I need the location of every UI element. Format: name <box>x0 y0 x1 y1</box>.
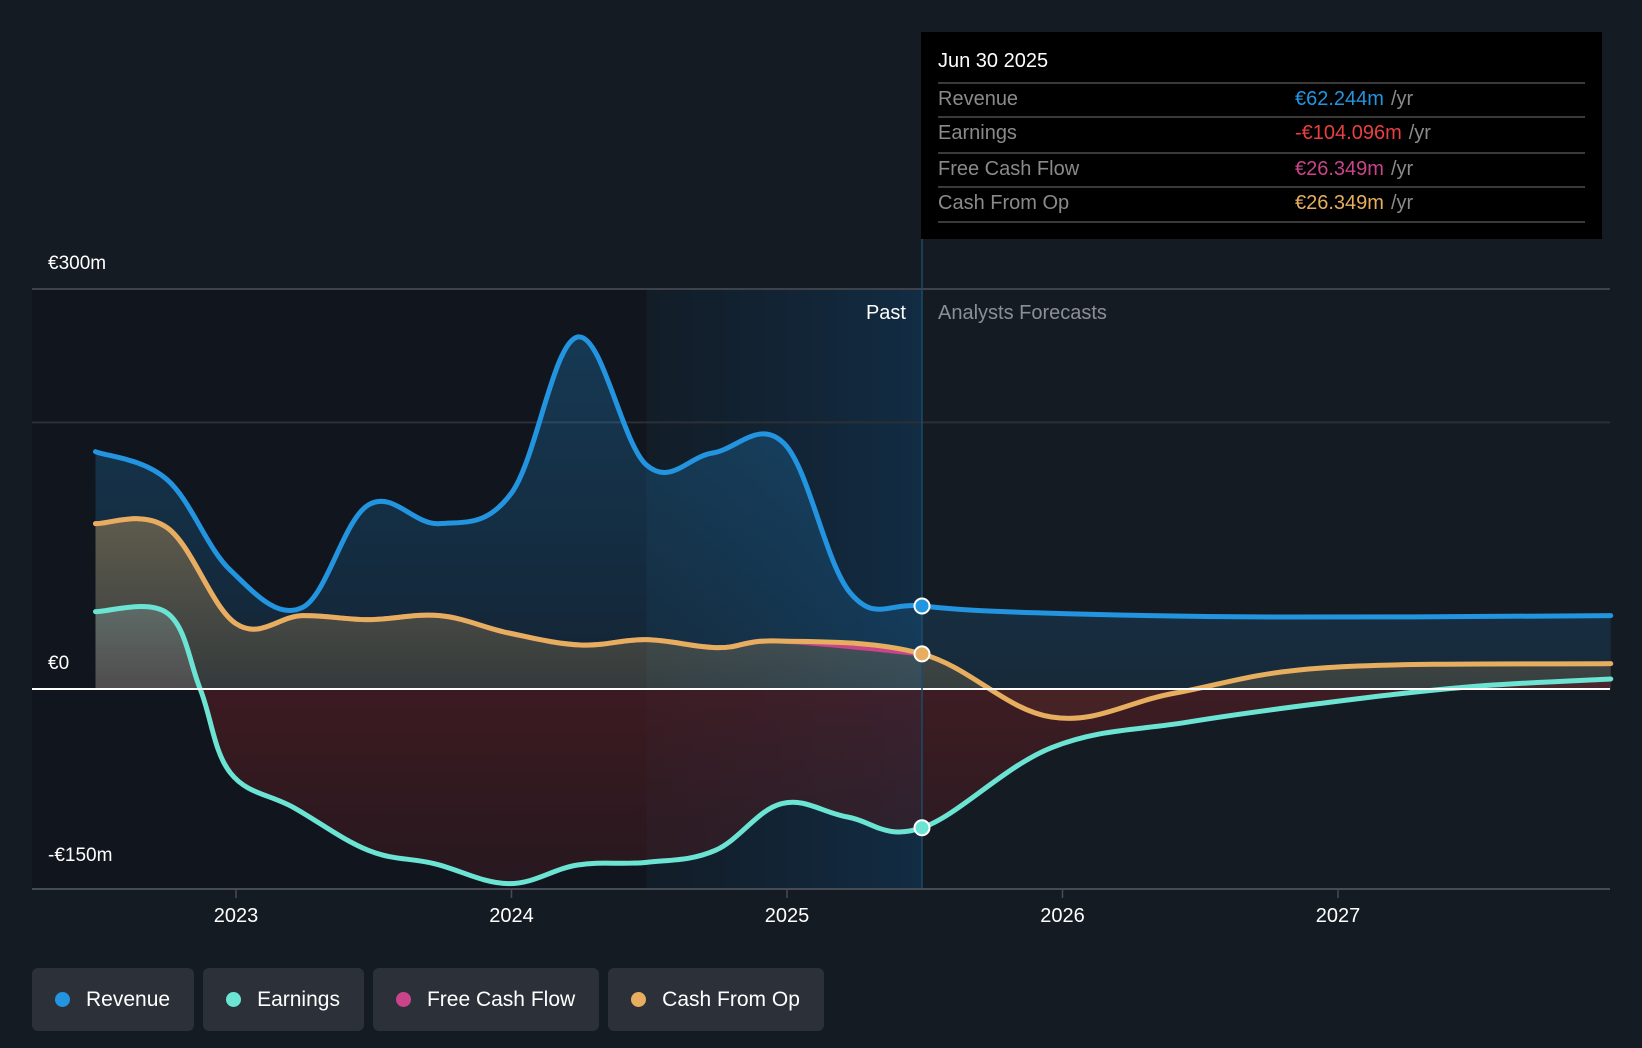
tooltip-unit: /yr <box>1390 158 1414 180</box>
past-label: Past <box>866 302 906 324</box>
revenue-line <box>92 334 1614 620</box>
tooltip-row-free-cash-flow: Free Cash Flow €26.349m/yr <box>938 152 1585 188</box>
legend-label: Earnings <box>257 987 340 1011</box>
earnings-marker <box>913 819 931 837</box>
tooltip-label: Free Cash Flow <box>938 158 1080 180</box>
cash-from-op-line <box>92 516 1614 721</box>
tooltip-row-cash-from-op: Cash From Op €26.349m/yr <box>938 186 1585 222</box>
legend-item-free-cash-flow[interactable]: Free Cash Flow <box>372 968 600 1031</box>
tooltip-value: €62.244m/yr <box>1295 88 1413 111</box>
x-tick-label: 2026 <box>1040 905 1085 927</box>
y-tick-label: €0 <box>48 653 70 674</box>
tooltip-value-text: €26.349m <box>1295 158 1384 180</box>
tooltip-value: €26.349m/yr <box>1295 192 1413 215</box>
tooltip-value-text: -€104.096m <box>1295 122 1402 144</box>
revenue-marker <box>913 597 931 615</box>
tooltip-row-earnings: Earnings -€104.096m/yr <box>938 116 1585 152</box>
earnings-dot-icon <box>226 992 242 1007</box>
legend-item-cash-from-op[interactable]: Cash From Op <box>608 968 824 1031</box>
free-cash-flow-dot-icon <box>395 992 411 1007</box>
x-tick-label: 2024 <box>489 905 534 927</box>
earnings-positive-area <box>95 606 201 689</box>
legend-item-earnings[interactable]: Earnings <box>203 968 364 1031</box>
tooltip-value-text: €26.349m <box>1295 192 1384 214</box>
revenue-area <box>95 336 1611 689</box>
tooltip-label: Cash From Op <box>938 192 1070 214</box>
cash-from-op-marker <box>913 645 931 663</box>
cash-from-op-area <box>95 518 1611 719</box>
x-tick-label: 2027 <box>1316 905 1361 927</box>
revenue-dot-icon <box>55 992 70 1007</box>
tooltip: Jun 30 2025 Revenue €62.244m/yr Earnings… <box>921 32 1602 239</box>
tooltip-unit: /yr <box>1408 122 1431 144</box>
tooltip-row-revenue: Revenue €62.244m/yr <box>938 82 1585 118</box>
x-tick-label: 2023 <box>214 905 259 927</box>
tooltip-label: Revenue <box>938 88 1019 110</box>
tooltip-value-text: €62.244m <box>1295 88 1384 110</box>
cash-from-op-dot-icon <box>631 992 647 1007</box>
tooltip-unit: /yr <box>1390 192 1414 214</box>
y-tick-label: -€150m <box>48 845 113 866</box>
tooltip-unit: /yr <box>1390 88 1414 110</box>
tooltip-divider <box>938 221 1585 223</box>
tooltip-label: Earnings <box>938 122 1017 144</box>
x-tick-label: 2025 <box>765 905 810 927</box>
legend-label: Revenue <box>86 987 171 1011</box>
legend-item-revenue[interactable]: Revenue <box>32 968 195 1031</box>
tooltip-value: -€104.096m/yr <box>1295 122 1431 145</box>
legend-label: Free Cash Flow <box>426 987 576 1011</box>
tooltip-value: €26.349m/yr <box>1295 158 1413 181</box>
earnings-area <box>95 606 1611 884</box>
legend-label: Cash From Op <box>662 987 800 1011</box>
earnings-line <box>92 604 1614 887</box>
forecast-label: Analysts Forecasts <box>938 302 1107 324</box>
y-tick-label: €300m <box>48 253 107 274</box>
tooltip-date: Jun 30 2025 <box>938 50 1049 72</box>
legend: Revenue Earnings Free Cash Flow Cash Fro… <box>32 968 824 1031</box>
